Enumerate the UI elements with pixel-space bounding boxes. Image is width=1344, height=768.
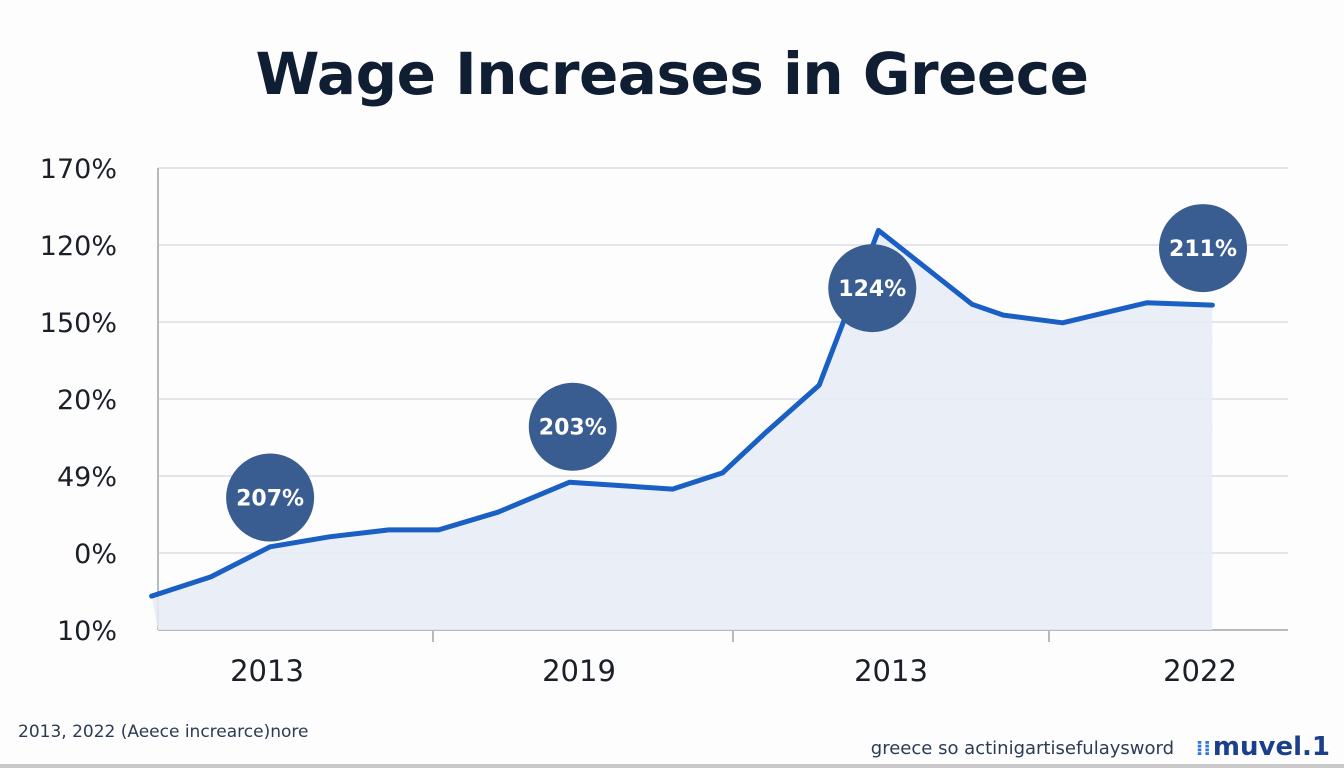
logo-text: muvel.1 [1212, 732, 1330, 762]
annotation-bubble: 124% [828, 244, 917, 333]
bubble-circle [1159, 204, 1247, 293]
chart-title: Wage Increases in Greece [255, 40, 1089, 108]
x-tick-label: 2013 [230, 654, 304, 688]
bubble-circle [226, 453, 315, 542]
bubble-circle [528, 382, 617, 471]
y-tick-label: 20% [57, 385, 117, 416]
bubble-label: 203% [539, 416, 607, 441]
bubble-label: 211% [1169, 237, 1237, 262]
series-line [149, 227, 1215, 599]
annotation-bubble: 211% [1159, 204, 1247, 293]
y-tick-label: 170% [40, 154, 117, 185]
annotation-bubble: 207% [226, 453, 315, 542]
bubble-label: 124% [838, 277, 906, 302]
bottom-border [0, 764, 1344, 768]
y-tick-label: 120% [40, 231, 117, 262]
source-text: greece so actinigartisefulaysword [870, 738, 1174, 759]
bubble-label: 207% [236, 487, 304, 512]
x-tick-label: 2022 [1163, 654, 1237, 688]
annotation-bubble: 203% [528, 382, 617, 471]
x-tick-label: 2019 [542, 654, 616, 688]
y-tick-label: 0% [74, 539, 117, 570]
x-tick-label: 2013 [854, 654, 928, 688]
y-tick-label: 150% [40, 308, 117, 339]
logo-dots-icon: ⁞⁞ [1195, 736, 1211, 760]
bubble-circle [828, 244, 917, 333]
footnote: 2013, 2022 (Aeece increarce)nore [18, 722, 309, 742]
series-area [151, 230, 1213, 630]
brand-logo: ⁞⁞muvel.1 [1196, 732, 1330, 762]
y-tick-label: 49% [57, 462, 117, 493]
y-tick-label: 10% [57, 616, 117, 647]
